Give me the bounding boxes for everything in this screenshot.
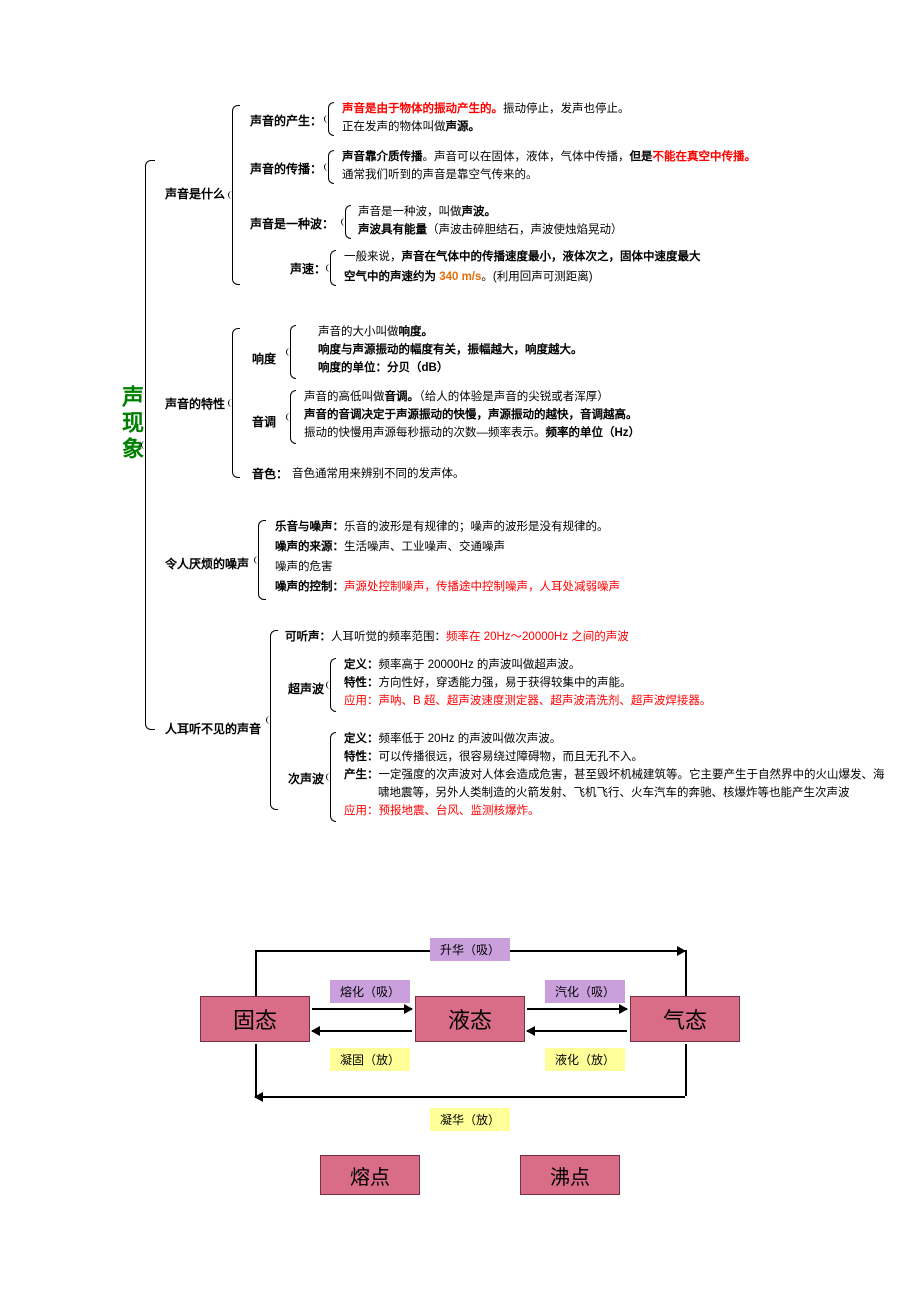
- txt-pitch-1: 声音的高低叫做音调。（给人的体验是声音的尖锐或者浑厚）: [304, 388, 609, 406]
- brace-produce: [328, 102, 334, 136]
- txt-noise-3: 噪声的危害: [275, 558, 333, 576]
- arrow-vaporize: [527, 1008, 627, 1010]
- brace-s1: [232, 105, 240, 285]
- box-solid: 固态: [200, 996, 310, 1042]
- proc-sublimation: 升华（吸）: [430, 938, 510, 961]
- txt-infra-gen1: 产生：一定强度的次声波对人体会造成危害，甚至毁坏机械建筑等。它主要产生于自然界中…: [344, 766, 885, 784]
- brace-loudness: [290, 325, 296, 379]
- brace-infra: [330, 732, 336, 822]
- txt-timbre: 音色通常用来辨别不同的发声体。: [292, 465, 465, 483]
- proc-freeze: 凝固（放）: [330, 1048, 410, 1071]
- txt-infra-def: 定义：频率低于 20Hz 的声波叫做次声波。: [344, 730, 561, 748]
- label-loudness: 响度: [252, 350, 276, 367]
- txt-noise-1: 乐音与噪声：乐音的波形是有规律的；噪声的波形是没有规律的。: [275, 518, 609, 536]
- txt-pitch-2: 声音的音调决定于声源振动的快慢，声源振动的越快，音调越高。: [304, 406, 638, 424]
- box-boiling-point: 沸点: [520, 1155, 620, 1195]
- arrow-liquefy: [527, 1030, 627, 1032]
- txt-infra-app: 应用：预报地震、台风、监测核爆炸。: [344, 802, 540, 820]
- label-ultrasonic: 超声波: [288, 680, 324, 697]
- txt-infra-gen2: 啸地震等，另外人类制造的火箭发射、飞机飞行、火车汽车的奔驰、核爆炸等也能产生次声…: [378, 784, 850, 802]
- proc-deposition: 凝华（放）: [430, 1108, 510, 1131]
- arrow-melt: [312, 1008, 412, 1010]
- brace-spread: [328, 150, 334, 184]
- txt-noise-4: 噪声的控制：声源处控制噪声，传播途中控制噪声，人耳处减弱噪声: [275, 578, 620, 596]
- txt-ultra-app: 应用：声呐、B 超、超声波速度测定器、超声波清洗剂、超声波焊接器。: [344, 692, 711, 710]
- arrow-deposition: [255, 1096, 685, 1098]
- line-dep-left: [255, 1044, 257, 1096]
- proc-melt: 熔化（吸）: [330, 980, 410, 1003]
- txt-wave-2: 声波具有能量（声波击碎胆结石，声波使烛焰晃动）: [358, 221, 623, 239]
- txt-loud-3: 响度的单位：分贝（dB）: [318, 359, 448, 377]
- label-inaudible: 人耳听不见的声音: [165, 720, 261, 737]
- line-sub-right: [685, 950, 687, 996]
- brace-main: [145, 160, 155, 730]
- txt-produce-2: 正在发声的物体叫做声源。: [342, 118, 480, 136]
- txt-ultra-char: 特性：方向性好，穿透能力强，易于获得较集中的声能。: [344, 674, 632, 692]
- txt-wave-1: 声音是一种波，叫做声波。: [358, 203, 496, 221]
- txt-ultra-def: 定义：频率高于 20000Hz 的声波叫做超声波。: [344, 656, 580, 674]
- brace-ultra: [330, 658, 336, 712]
- brace-speed: [330, 250, 336, 286]
- txt-speed-1: 一般来说，声音在气体中的传播速度最小，液体次之，固体中速度最大: [344, 248, 701, 266]
- txt-spread-1: 声音靠介质传播。声音可以在固体，液体，气体中传播，但是不能在真空中传播。: [342, 148, 756, 166]
- label-characteristics: 声音的特性: [165, 395, 225, 412]
- label-what-is-sound: 声音是什么: [165, 185, 225, 202]
- label-spread: 声音的传播：: [250, 160, 322, 177]
- txt-noise-2: 噪声的来源：生活噪声、工业噪声、交通噪声: [275, 538, 505, 556]
- txt-loud-1: 声音的大小叫做响度。: [318, 323, 433, 341]
- proc-vaporize: 汽化（吸）: [545, 980, 625, 1003]
- label-wave: 声音是一种波：: [250, 215, 334, 232]
- arrow-freeze: [312, 1030, 412, 1032]
- label-speed: 声速：: [290, 260, 326, 277]
- line-sub-left: [255, 950, 257, 996]
- line-dep-right: [685, 1044, 687, 1096]
- txt-loud-2: 响度与声源振动的幅度有关，振幅越大，响度越大。: [318, 341, 583, 359]
- brace-pitch: [290, 390, 296, 444]
- brace-s2: [232, 328, 240, 478]
- brace-s3: [258, 520, 266, 600]
- label-pitch: 音调: [252, 413, 276, 430]
- txt-audible: 可听声：人耳听觉的频率范围：频率在 20Hz～20000Hz 之间的声波: [285, 628, 629, 646]
- box-melting-point: 熔点: [320, 1155, 420, 1195]
- txt-speed-2: 空气中的声速约为 340 m/s。(利用回声可测距离): [344, 268, 593, 286]
- brace-s4: [270, 630, 278, 810]
- label-timbre: 音色：: [252, 465, 288, 482]
- label-produce: 声音的产生：: [250, 112, 322, 129]
- proc-liquefy: 液化（放）: [545, 1048, 625, 1071]
- box-gas: 气态: [630, 996, 740, 1042]
- label-noise: 令人厌烦的噪声: [165, 555, 249, 572]
- txt-pitch-3: 振动的快慢用声源每秒振动的次数—频率表示。频率的单位（Hz）: [304, 424, 640, 442]
- page-root: 声现象 声音是什么 声音的产生： 声音是由于物体的振动产生的。振动停止，发声也停…: [0, 0, 920, 1302]
- txt-infra-char: 特性：可以传播很远，很容易绕过障碍物，而且无孔不入。: [344, 748, 643, 766]
- label-infrasonic: 次声波: [288, 770, 324, 787]
- txt-produce-1: 声音是由于物体的振动产生的。振动停止，发声也停止。: [342, 100, 630, 118]
- box-liquid: 液态: [415, 996, 525, 1042]
- root-title: 声现象: [115, 385, 147, 463]
- brace-wave: [345, 205, 351, 239]
- txt-spread-2: 通常我们听到的声音是靠空气传来的。: [342, 166, 538, 184]
